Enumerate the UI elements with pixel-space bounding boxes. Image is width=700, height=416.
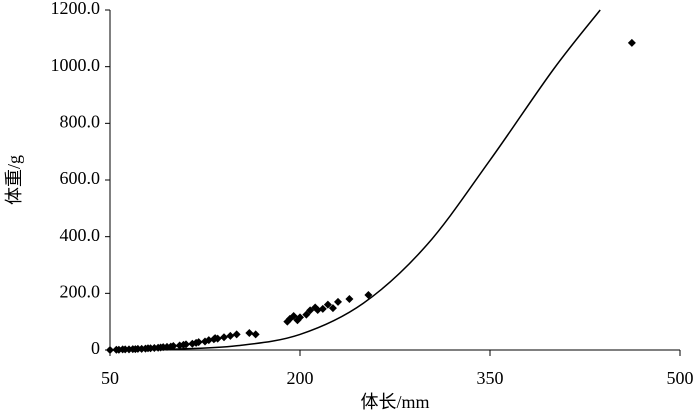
fit-curve bbox=[109, 9, 601, 351]
data-point bbox=[245, 329, 254, 337]
x-tick-label: 50 bbox=[101, 368, 119, 388]
data-point bbox=[213, 334, 222, 343]
data-point bbox=[204, 336, 213, 345]
data-point bbox=[323, 300, 332, 309]
x-tick-label: 200 bbox=[287, 368, 314, 388]
data-point bbox=[251, 330, 260, 339]
y-tick-label: 1200.0 bbox=[51, 0, 101, 18]
x-axis-label: 体长/mm bbox=[360, 392, 429, 412]
y-axis-label: 体重/g bbox=[4, 155, 24, 205]
data-point bbox=[302, 310, 311, 319]
y-tick-label: 1000.0 bbox=[51, 55, 101, 75]
y-tick-label: 600.0 bbox=[60, 168, 101, 188]
data-point bbox=[289, 312, 298, 320]
y-tick-label: 200.0 bbox=[60, 281, 101, 301]
data-point bbox=[627, 38, 636, 47]
data-point bbox=[364, 291, 373, 300]
x-tick-label: 500 bbox=[667, 368, 694, 388]
y-tick-label: 0 bbox=[91, 338, 100, 358]
data-point bbox=[226, 331, 235, 340]
data-point bbox=[345, 295, 354, 303]
data-point bbox=[318, 304, 327, 313]
x-tick-label: 350 bbox=[477, 368, 504, 388]
data-point bbox=[169, 342, 178, 351]
data-point bbox=[296, 313, 304, 322]
data-point bbox=[220, 333, 228, 342]
data-point bbox=[232, 330, 241, 339]
data-point bbox=[328, 304, 337, 313]
data-point bbox=[182, 340, 190, 349]
y-tick-label: 800.0 bbox=[60, 111, 101, 131]
data-point bbox=[334, 297, 342, 306]
data-point bbox=[194, 338, 203, 347]
y-tick-label: 400.0 bbox=[60, 225, 101, 245]
